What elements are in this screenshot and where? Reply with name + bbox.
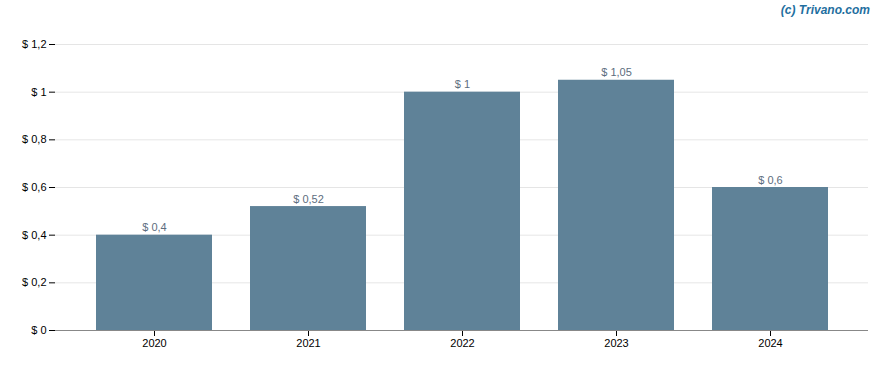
svg-text:$ 0,2: $ 0,2: [22, 276, 46, 288]
html-text:(c) Trivano.com: (c) Trivano.com: [780, 3, 870, 17]
svg-text:2023: 2023: [604, 337, 628, 349]
svg-text:$ 0,6: $ 0,6: [22, 181, 46, 193]
svg-text:$ 0,52: $ 0,52: [293, 193, 324, 205]
svg-text:$ 1: $ 1: [455, 78, 470, 90]
svg-text:$ 0: $ 0: [31, 324, 46, 336]
svg-text:$ 1,05: $ 1,05: [601, 66, 632, 78]
svg-text:$ 0,6: $ 0,6: [758, 174, 782, 186]
svg-text:$ 0,4: $ 0,4: [142, 221, 166, 233]
svg-text:2020: 2020: [142, 337, 166, 349]
svg-text:$ 0,8: $ 0,8: [22, 133, 46, 145]
svg-text:$ 1: $ 1: [31, 86, 46, 98]
svg-text:2024: 2024: [758, 337, 782, 349]
svg-text:2022: 2022: [450, 337, 474, 349]
svg-text:$ 0,4: $ 0,4: [22, 229, 46, 241]
svg-text:$ 1,2: $ 1,2: [22, 38, 46, 50]
svg-text:2021: 2021: [296, 337, 320, 349]
